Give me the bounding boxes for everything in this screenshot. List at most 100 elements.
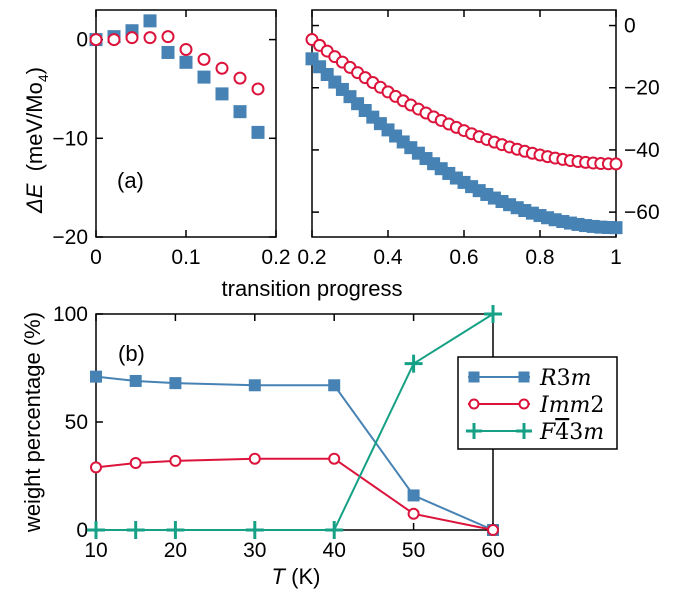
data-point xyxy=(143,14,157,28)
x-tick-label: 30 xyxy=(243,539,266,562)
series-line xyxy=(95,375,494,531)
data-point xyxy=(407,489,420,502)
bottom-x-axis-label: T (K) xyxy=(272,564,321,589)
series-1 xyxy=(90,452,499,536)
series-0 xyxy=(305,52,623,235)
y-tick-label: 50 xyxy=(65,411,88,434)
legend-label-part: 3 xyxy=(557,366,571,391)
y-tick-label: −20 xyxy=(624,77,660,100)
series-line xyxy=(95,457,494,531)
top-y-axis-label: ΔE (meV/Mo4) xyxy=(22,67,51,214)
plot-frame xyxy=(311,9,617,238)
x-label-units: (K) xyxy=(285,564,320,589)
legend-marker-right xyxy=(518,371,530,383)
y-label-units: (meV/Mo xyxy=(22,82,47,171)
series-1 xyxy=(89,30,265,96)
data-point xyxy=(129,457,142,470)
panel-a-left-plot: 0 0.1 0.2 0 −10 −20 xyxy=(52,9,291,269)
legend-label-part: 2 xyxy=(590,393,604,418)
legend-label-part: R xyxy=(539,366,557,391)
legend-label: F43m xyxy=(539,420,604,445)
data-point xyxy=(179,55,193,69)
x-tick-label: 10 xyxy=(84,539,107,562)
legend-label-part: m xyxy=(583,420,604,445)
data-point xyxy=(143,31,157,45)
x-tick-label: 0.1 xyxy=(171,246,200,269)
data-point xyxy=(197,70,211,84)
data-point xyxy=(169,454,182,467)
data-point xyxy=(407,507,420,520)
data-point xyxy=(161,45,175,59)
legend-marker-left xyxy=(468,371,480,383)
panel-a-label: (a) xyxy=(117,168,144,193)
x-tick-label: 0.4 xyxy=(373,246,403,269)
data-point xyxy=(328,379,341,392)
x-tick-label: 0.6 xyxy=(449,246,478,269)
legend-marker-right xyxy=(518,398,530,410)
x-tick-label: 0.8 xyxy=(525,246,554,269)
y-tick-label: −40 xyxy=(624,139,660,162)
data-point xyxy=(179,42,193,56)
legend-label-part: Imm xyxy=(539,393,590,418)
legend-label-part: 4 xyxy=(555,420,569,445)
legend-marker-left xyxy=(466,423,482,439)
series-2 xyxy=(87,305,502,539)
legend-label: Imm2 xyxy=(539,393,604,418)
data-point xyxy=(487,524,499,536)
data-point xyxy=(248,379,261,392)
data-point xyxy=(197,52,211,66)
data-point xyxy=(166,521,185,539)
x-label-var: T xyxy=(272,564,287,589)
data-point xyxy=(251,82,265,96)
legend-marker-left xyxy=(468,398,480,410)
bottom-y-axis-label: weight percentage (%) xyxy=(20,312,45,533)
data-point xyxy=(609,221,623,235)
x-tick-label: 50 xyxy=(402,539,425,562)
y-tick-label: 100 xyxy=(53,303,88,326)
data-point xyxy=(87,521,105,539)
y-label-delta-e: ΔE xyxy=(22,183,47,214)
data-point xyxy=(404,354,423,373)
data-point xyxy=(609,157,623,171)
data-point xyxy=(325,521,344,539)
x-tick-label: 60 xyxy=(481,539,504,562)
x-tick-label: 0.2 xyxy=(261,246,290,269)
y-tick-label: −20 xyxy=(52,226,88,249)
legend-label-part: 3 xyxy=(569,420,583,445)
y-tick-label: −10 xyxy=(52,127,88,150)
data-point xyxy=(161,30,175,44)
y-tick-label: 0 xyxy=(76,29,88,52)
data-point xyxy=(90,461,102,474)
data-point xyxy=(328,452,341,465)
legend-marker-right xyxy=(516,423,532,439)
data-point xyxy=(169,377,182,390)
series-0 xyxy=(90,370,499,536)
x-tick-label: 0 xyxy=(90,246,102,269)
x-tick-label: 20 xyxy=(164,539,187,562)
series-line xyxy=(96,313,494,531)
legend-label-part: F xyxy=(539,420,556,445)
data-point xyxy=(233,105,247,119)
y-tick-label: −60 xyxy=(624,201,660,224)
x-tick-label: 40 xyxy=(323,539,346,562)
data-point xyxy=(125,31,139,45)
y-label-close: ) xyxy=(22,67,47,74)
data-point xyxy=(126,521,145,539)
data-point xyxy=(107,33,121,47)
data-point xyxy=(90,370,102,383)
data-point xyxy=(215,87,229,101)
data-point xyxy=(89,33,103,47)
data-point xyxy=(215,61,229,75)
y-tick-label: 0 xyxy=(76,519,88,542)
x-tick-label: 0.2 xyxy=(297,246,326,269)
panel-b-label: (b) xyxy=(118,341,145,366)
legend-label: R3m xyxy=(539,366,591,391)
series-1 xyxy=(305,33,623,171)
data-point xyxy=(484,305,502,323)
y-tick-label: 0 xyxy=(624,15,636,38)
panel-a-right-plot: 0.2 0.4 0.6 0.8 1 0 −20 −40 −60 xyxy=(297,9,660,269)
y-label-subscript: 4 xyxy=(35,74,51,82)
